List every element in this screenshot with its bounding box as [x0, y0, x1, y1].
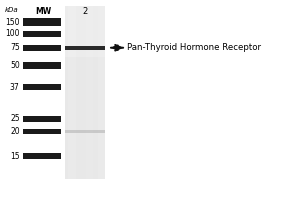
Bar	[22, 84, 61, 90]
Text: 2: 2	[82, 7, 87, 16]
Text: 75: 75	[10, 43, 20, 52]
Bar	[22, 62, 61, 69]
Bar	[22, 129, 61, 134]
Bar	[98, 6, 105, 179]
Text: 15: 15	[10, 152, 20, 161]
Bar	[65, 6, 105, 179]
Bar	[68, 6, 76, 179]
Bar	[22, 31, 61, 37]
Text: 50: 50	[10, 61, 20, 70]
Bar	[22, 153, 61, 159]
Text: 37: 37	[10, 83, 20, 92]
Bar	[65, 130, 105, 133]
Bar	[22, 116, 61, 122]
Text: 25: 25	[10, 114, 20, 123]
Bar	[65, 6, 105, 57]
Text: 150: 150	[5, 18, 20, 27]
Text: Pan-Thyroid Hormone Receptor: Pan-Thyroid Hormone Receptor	[128, 43, 261, 52]
Bar	[22, 18, 61, 26]
Text: MW: MW	[35, 7, 51, 16]
Text: 100: 100	[5, 29, 20, 38]
Text: kDa: kDa	[4, 7, 18, 13]
Bar	[86, 6, 93, 179]
Text: 20: 20	[10, 127, 20, 136]
Bar	[65, 46, 105, 50]
Bar	[22, 45, 61, 51]
